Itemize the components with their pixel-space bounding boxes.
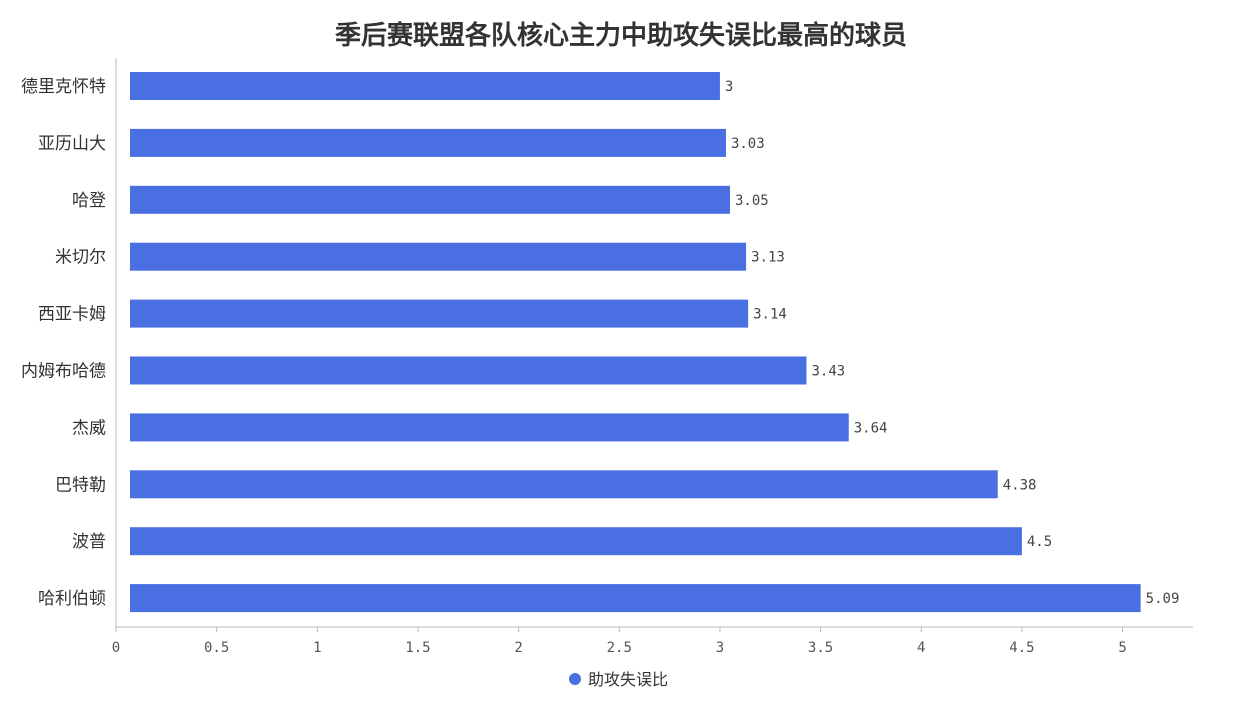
category-label: 杰威 <box>72 418 106 438</box>
data-label: 5.09 <box>1146 591 1180 607</box>
x-tick-label: 1.5 <box>405 640 430 656</box>
data-label: 4.38 <box>1003 477 1037 493</box>
x-tick-label: 3.5 <box>808 640 833 656</box>
legend-swatch <box>569 673 581 685</box>
data-label: 3.03 <box>731 136 765 152</box>
x-tick-label: 5 <box>1118 640 1126 656</box>
category-label: 内姆布哈德 <box>21 362 106 382</box>
bars-group <box>130 72 1141 613</box>
category-label: 巴特勒 <box>55 475 106 495</box>
chart-title: 季后赛联盟各队核心主力中助攻失误比最高的球员 <box>335 20 907 51</box>
bar <box>130 356 807 385</box>
data-label: 4.5 <box>1027 534 1052 550</box>
data-label: 3.43 <box>811 364 845 380</box>
category-label: 亚历山大 <box>38 134 106 154</box>
category-label: 米切尔 <box>55 248 106 268</box>
data-label: 3.64 <box>854 420 888 436</box>
bar <box>130 470 998 499</box>
bar <box>130 128 726 157</box>
data-label: 3 <box>725 79 733 95</box>
x-tick-label: 0.5 <box>204 640 229 656</box>
data-labels: 3 3.03 3.05 3.13 3.14 3.43 3.64 4.38 4.5 5.09 <box>725 79 1179 607</box>
x-tick-label: 1 <box>313 640 321 656</box>
category-label: 西亚卡姆 <box>38 305 106 325</box>
axes: 0 0.5 1 1.5 2 2.5 3 3.5 4 4.5 5 <box>112 58 1193 656</box>
bar <box>130 584 1141 613</box>
category-label: 哈利伯顿 <box>38 589 106 609</box>
x-tick-label: 2 <box>514 640 522 656</box>
legend: 助攻失误比 <box>569 670 668 689</box>
bar <box>130 185 730 214</box>
x-tick-label: 0 <box>112 640 120 656</box>
legend-label: 助攻失误比 <box>588 670 668 689</box>
bar <box>130 413 849 442</box>
bar <box>130 527 1022 556</box>
data-label: 3.05 <box>735 193 769 209</box>
x-tick-label: 4 <box>917 640 925 656</box>
bar <box>130 299 749 328</box>
category-label: 德里克怀特 <box>21 77 106 97</box>
category-label: 波普 <box>72 532 106 552</box>
x-tick-label: 4.5 <box>1009 640 1034 656</box>
data-label: 3.14 <box>753 307 787 323</box>
data-label: 3.13 <box>751 250 785 266</box>
category-label: 哈登 <box>72 191 106 211</box>
x-tick-label: 3 <box>716 640 724 656</box>
bar <box>130 72 720 100</box>
bar <box>130 242 747 271</box>
x-tick-label: 2.5 <box>607 640 632 656</box>
